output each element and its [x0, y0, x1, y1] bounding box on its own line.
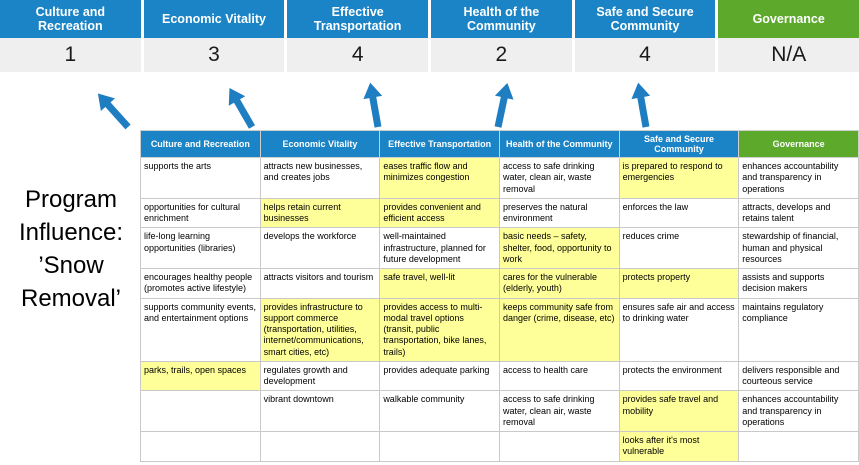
- matrix-cell: reduces crime: [618, 227, 740, 269]
- score-effective-transportation: 4: [287, 38, 429, 72]
- matrix-cell: protects property: [618, 268, 740, 299]
- matrix-cell: assists and supports decision makers: [738, 268, 859, 299]
- matrix-header-safe-secure-community: Safe and Secure Community: [618, 130, 740, 158]
- matrix-cell: access to safe drinking water, clean air…: [498, 157, 620, 199]
- matrix-cell: cares for the vulnerable (elderly, youth…: [498, 268, 620, 299]
- summary-header-effective-transportation: Effective Transportation: [287, 0, 429, 38]
- program-title: Program Influence: ’Snow Removal’: [18, 186, 124, 313]
- score-economic-vitality: 3: [143, 38, 285, 72]
- matrix-cell: [498, 431, 620, 462]
- matrix-cell: enhances accountability and transparency…: [738, 157, 859, 199]
- matrix-cell: keeps community safe from danger (crime,…: [498, 297, 620, 362]
- score-culture-recreation: 1: [0, 38, 141, 72]
- matrix-cell: enforces the law: [618, 197, 740, 229]
- matrix-cell: attracts, develops and retains talent: [738, 197, 859, 229]
- matrix-cell: vibrant downtown: [259, 390, 381, 432]
- matrix-cell: walkable community: [379, 390, 500, 432]
- matrix-header-economic-vitality: Economic Vitality: [259, 130, 381, 158]
- matrix-cell: [738, 431, 859, 462]
- matrix-cell: [379, 431, 500, 462]
- matrix-cell: provides convenient and efficient access: [379, 197, 500, 229]
- matrix-cell: enhances accountability and transparency…: [738, 390, 859, 432]
- matrix-row: supports community events, and entertain…: [140, 297, 859, 362]
- matrix-cell: preserves the natural environment: [498, 197, 620, 229]
- matrix-header-culture-recreation: Culture and Recreation: [140, 130, 261, 158]
- matrix-row: encourages healthy people (promotes acti…: [140, 268, 859, 299]
- matrix-row: opportunities for cultural enrichment he…: [140, 197, 859, 229]
- matrix-cell: attracts visitors and tourism: [259, 268, 381, 299]
- matrix-cell: basic needs – safety, shelter, food, opp…: [498, 227, 620, 269]
- matrix-cell: [140, 431, 261, 462]
- matrix-cell: is prepared to respond to emergencies: [618, 157, 740, 199]
- up-arrow-icon: [97, 93, 131, 130]
- influence-matrix: Culture and Recreation Economic Vitality…: [140, 130, 859, 462]
- score-health-community: 2: [431, 38, 572, 72]
- matrix-cell: safe travel, well-lit: [379, 268, 500, 299]
- matrix-cell: [259, 431, 381, 462]
- matrix-cell: protects the environment: [618, 360, 740, 392]
- matrix-cell: provides infrastructure to support comme…: [259, 297, 381, 362]
- matrix-cell: develops the workforce: [259, 227, 381, 269]
- up-arrow-icon: [363, 82, 383, 128]
- matrix-cell: provides safe travel and mobility: [618, 390, 740, 432]
- matrix-cell: encourages healthy people (promotes acti…: [140, 268, 261, 299]
- summary-header-culture-recreation: Culture and Recreation: [0, 0, 141, 38]
- matrix-row: life-long learning opportunities (librar…: [140, 227, 859, 269]
- matrix-row: supports the arts attracts new businesse…: [140, 157, 859, 199]
- summary-score-row: 1 3 4 2 4 N/A: [0, 38, 859, 72]
- summary-header-governance: Governance: [718, 0, 859, 38]
- matrix-cell: opportunities for cultural enrichment: [140, 197, 261, 229]
- matrix-cell: regulates growth and development: [259, 360, 381, 392]
- score-safe-secure-community: 4: [574, 38, 716, 72]
- matrix-cell: parks, trails, open spaces: [140, 360, 261, 392]
- matrix-cell: eases traffic flow and minimizes congest…: [379, 157, 500, 199]
- matrix-cell: attracts new businesses, and creates job…: [259, 157, 381, 199]
- matrix-cell: supports the arts: [140, 157, 261, 199]
- summary-header-safe-secure-community: Safe and Secure Community: [574, 0, 716, 38]
- score-governance: N/A: [718, 38, 859, 72]
- matrix-cell: delivers responsible and courteous servi…: [738, 360, 859, 392]
- up-arrow-icon: [494, 82, 514, 128]
- matrix-header-governance: Governance: [738, 130, 859, 158]
- matrix-row: parks, trails, open spaces regulates gro…: [140, 360, 859, 392]
- matrix-cell: access to health care: [498, 360, 620, 392]
- matrix-cell: stewardship of financial, human and phys…: [738, 227, 859, 269]
- matrix-cell: provides access to multi-modal travel op…: [379, 297, 500, 362]
- influence-arrows: [97, 82, 651, 130]
- matrix-row: looks after it's most vulnerable: [140, 431, 859, 462]
- matrix-cell: supports community events, and entertain…: [140, 297, 261, 362]
- matrix-cell: [140, 390, 261, 432]
- matrix-cell: access to safe drinking water, clean air…: [498, 390, 620, 432]
- matrix-cell: looks after it's most vulnerable: [618, 431, 740, 462]
- matrix-cell: maintains regulatory compliance: [738, 297, 859, 362]
- matrix-header-health-community: Health of the Community: [498, 130, 620, 158]
- matrix-header-effective-transportation: Effective Transportation: [379, 130, 500, 158]
- matrix-cell: helps retain current businesses: [259, 197, 381, 229]
- matrix-cell: life-long learning opportunities (librar…: [140, 227, 261, 269]
- summary-header-row: Culture and Recreation Economic Vitality…: [0, 0, 859, 38]
- up-arrow-icon: [631, 82, 651, 128]
- matrix-header-row: Culture and Recreation Economic Vitality…: [140, 130, 859, 158]
- matrix-cell: provides adequate parking: [379, 360, 500, 392]
- up-arrow-icon: [228, 88, 256, 129]
- matrix-cell: well-maintained infrastructure, planned …: [379, 227, 500, 269]
- matrix-row: vibrant downtown walkable community acce…: [140, 390, 859, 432]
- summary-header-health-community: Health of the Community: [431, 0, 572, 38]
- matrix-cell: ensures safe air and access to drinking …: [618, 297, 740, 362]
- summary-header-economic-vitality: Economic Vitality: [143, 0, 285, 38]
